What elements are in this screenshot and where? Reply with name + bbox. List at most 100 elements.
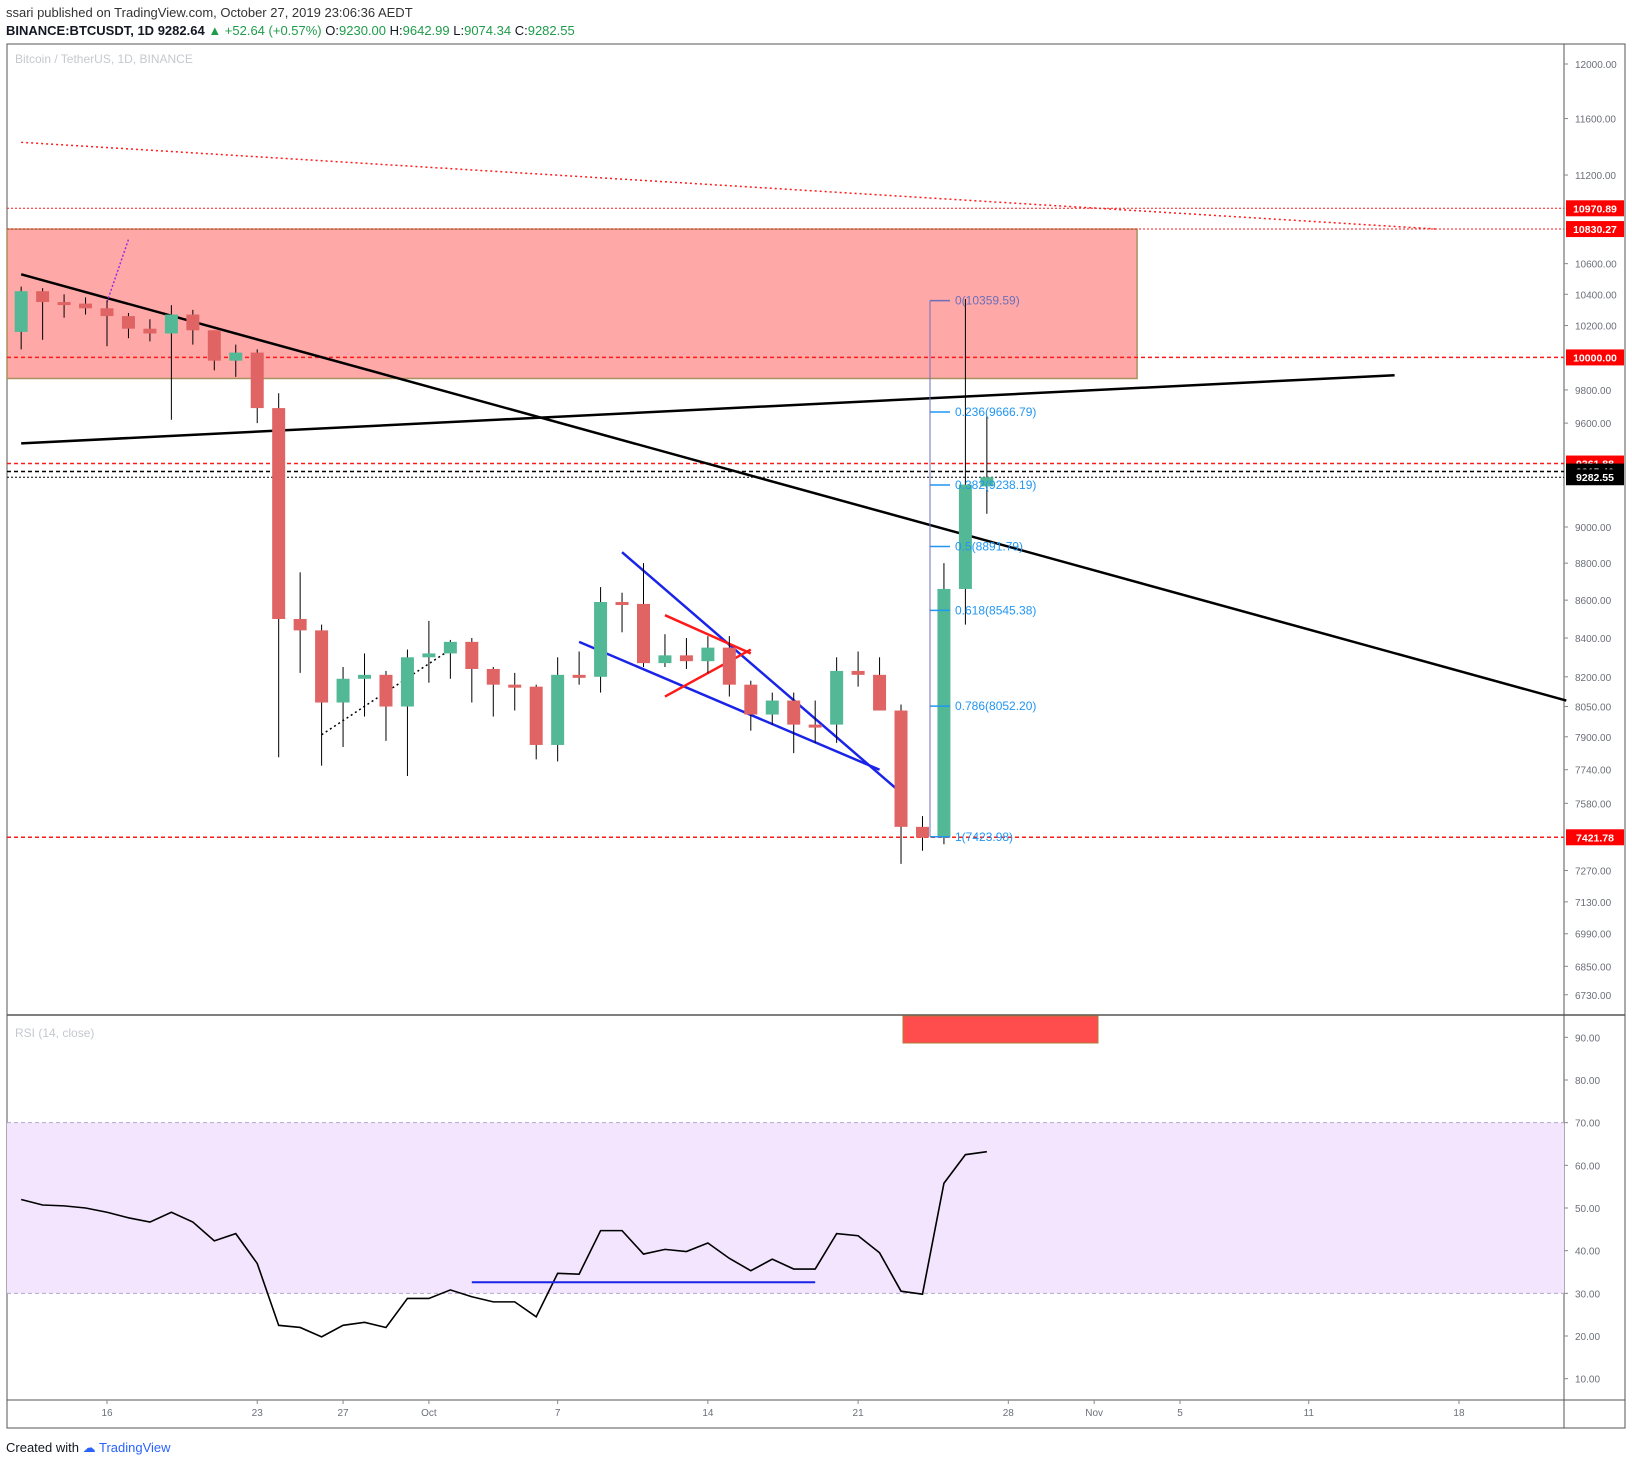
rsi-band bbox=[7, 1122, 1564, 1294]
publish-info: published on TradingView.com, October 27… bbox=[37, 5, 413, 20]
candle-body-31 bbox=[679, 655, 693, 662]
candle-body-6 bbox=[143, 328, 157, 334]
price-tick-label-7: 9600.00 bbox=[1575, 419, 1612, 430]
price-change: ▲ +52.64 (+0.57%) bbox=[208, 23, 322, 38]
trendline-3 bbox=[621, 551, 902, 794]
trendline-2 bbox=[21, 141, 1438, 230]
candle-body-44 bbox=[958, 484, 972, 589]
low-label: L: bbox=[453, 23, 465, 38]
candle-body-3 bbox=[79, 303, 93, 309]
price-tick-label-5: 10200.00 bbox=[1575, 322, 1617, 333]
candle-body-13 bbox=[293, 618, 307, 631]
rsi-tick-label-1: 80.00 bbox=[1575, 1076, 1600, 1087]
trendline-0 bbox=[20, 273, 1567, 702]
candle-body-21 bbox=[465, 641, 479, 669]
rsi-line bbox=[20, 1150, 987, 1338]
candle-body-11 bbox=[250, 352, 264, 409]
price-tag-label-6: 7421.78 bbox=[1576, 832, 1614, 844]
low-value: 9074.34 bbox=[464, 23, 512, 38]
trendline-1 bbox=[21, 373, 1395, 445]
rsi-tick-label-0: 90.00 bbox=[1575, 1033, 1600, 1044]
candle-body-10 bbox=[229, 352, 243, 361]
candle-body-4 bbox=[100, 308, 114, 317]
candle-body-41 bbox=[894, 710, 908, 827]
time-tick-label-2: 27 bbox=[337, 1408, 349, 1419]
price-tick-label-3: 10600.00 bbox=[1575, 260, 1617, 271]
close-label: C: bbox=[514, 23, 528, 38]
time-axis[interactable]: 16 23 27 Oct 7 14 21 28 Nov 5 11 18 bbox=[101, 1400, 1465, 1419]
price-tick-label-10: 8600.00 bbox=[1575, 596, 1612, 607]
trendlines bbox=[20, 141, 1567, 794]
candle-body-34 bbox=[744, 684, 758, 715]
candle-body-7 bbox=[164, 314, 178, 334]
price-tick-label-8: 9000.00 bbox=[1575, 523, 1612, 534]
chart-canvas[interactable]: 0(10359.59) 0.236(9666.79) 0.382(9238.19) 0… bbox=[0, 0, 1632, 1430]
fib-label-4: 0.618(8545.38) bbox=[955, 603, 1036, 617]
resistance-zone-rect bbox=[6, 228, 1138, 380]
tradingview-brand[interactable]: TradingView bbox=[99, 1440, 171, 1455]
price-tag-bg-5 bbox=[1566, 469, 1624, 486]
candle-body-8 bbox=[186, 314, 200, 331]
candle-body-17 bbox=[379, 674, 393, 707]
rsi-pane bbox=[7, 1015, 1564, 1338]
price-tag-bg-2 bbox=[1566, 349, 1624, 366]
candle-body-9 bbox=[207, 330, 221, 361]
price-tag-label-1: 10830.27 bbox=[1573, 224, 1617, 236]
candle-body-38 bbox=[830, 670, 844, 725]
price-tag-bg-1 bbox=[1566, 221, 1624, 238]
price-tick-label-18: 7130.00 bbox=[1575, 898, 1612, 909]
price-tick-label-9: 8800.00 bbox=[1575, 559, 1612, 570]
candle-body-29 bbox=[637, 603, 650, 664]
trendline-6 bbox=[664, 648, 752, 698]
candle-body-16 bbox=[358, 674, 372, 679]
chart-header: ssari published on TradingView.com, Octo… bbox=[6, 4, 575, 40]
publisher-name[interactable]: ssari bbox=[6, 5, 34, 20]
time-tick-label-6: 21 bbox=[853, 1408, 865, 1419]
rsi-tick-label-2: 70.00 bbox=[1575, 1119, 1600, 1130]
chart-watermark: Bitcoin / TetherUS, 1D, BINANCE bbox=[15, 52, 193, 66]
price-axis[interactable]: 12000.00 11600.00 11200.00 10600.00 10400.00… bbox=[1564, 60, 1617, 1386]
price-tick-label-6: 9800.00 bbox=[1575, 386, 1612, 397]
price-tick-label-20: 6850.00 bbox=[1575, 962, 1612, 973]
fib-label-3: 0.5(8891.79) bbox=[955, 539, 1023, 553]
fib-label-0: 0(10359.59) bbox=[955, 294, 1020, 308]
candle-body-14 bbox=[315, 630, 329, 703]
candle-body-35 bbox=[765, 700, 779, 715]
created-with-text: Created with bbox=[6, 1440, 79, 1455]
rsi-tick-label-3: 60.00 bbox=[1575, 1161, 1600, 1172]
trendline-8 bbox=[106, 239, 130, 303]
rsi-tick-label-7: 20.00 bbox=[1575, 1332, 1600, 1343]
fib-retracement: 0(10359.59) 0.236(9666.79) 0.382(9238.19) 0… bbox=[929, 294, 1036, 844]
price-tag-label-0: 10970.89 bbox=[1573, 203, 1617, 215]
candle-body-27 bbox=[594, 602, 608, 677]
price-tick-label-0: 12000.00 bbox=[1575, 60, 1617, 71]
candle-body-26 bbox=[572, 674, 586, 678]
fib-label-2: 0.382(9238.19) bbox=[955, 478, 1036, 492]
candle-body-32 bbox=[701, 647, 715, 662]
time-tick-label-7: 28 bbox=[1003, 1408, 1015, 1419]
candle-body-18 bbox=[400, 657, 414, 707]
price-tags: 10970.8910830.2710000.009361.889315.4092… bbox=[1566, 200, 1624, 846]
open-value: 9230.00 bbox=[339, 23, 386, 38]
time-tick-label-10: 11 bbox=[1304, 1408, 1315, 1419]
symbol-label[interactable]: BINANCE:BTCUSDT, 1D bbox=[6, 23, 155, 38]
candle-body-45 bbox=[980, 477, 994, 487]
rsi-tick-label-4: 50.00 bbox=[1575, 1204, 1600, 1215]
candle-body-5 bbox=[121, 316, 135, 329]
price-tick-label-4: 10400.00 bbox=[1575, 290, 1617, 301]
rsi-highlight-box bbox=[902, 1015, 1099, 1044]
candle-body-15 bbox=[336, 678, 350, 703]
price-tick-label-15: 7740.00 bbox=[1575, 766, 1612, 777]
tradingview-cloud-icon: ☁ bbox=[82, 1440, 96, 1455]
last-price: 9282.64 bbox=[157, 23, 205, 38]
candle-body-20 bbox=[443, 641, 457, 654]
rsi-tick-label-6: 30.00 bbox=[1575, 1289, 1600, 1300]
candle-body-1 bbox=[36, 291, 50, 303]
candle-body-0 bbox=[14, 291, 28, 332]
price-tag-bg-6 bbox=[1566, 829, 1624, 846]
time-tick-label-3: Oct bbox=[421, 1408, 437, 1419]
high-value: 9642.99 bbox=[402, 23, 450, 38]
candles bbox=[14, 286, 994, 864]
candle-body-42 bbox=[915, 826, 929, 838]
candle-body-24 bbox=[529, 686, 543, 745]
